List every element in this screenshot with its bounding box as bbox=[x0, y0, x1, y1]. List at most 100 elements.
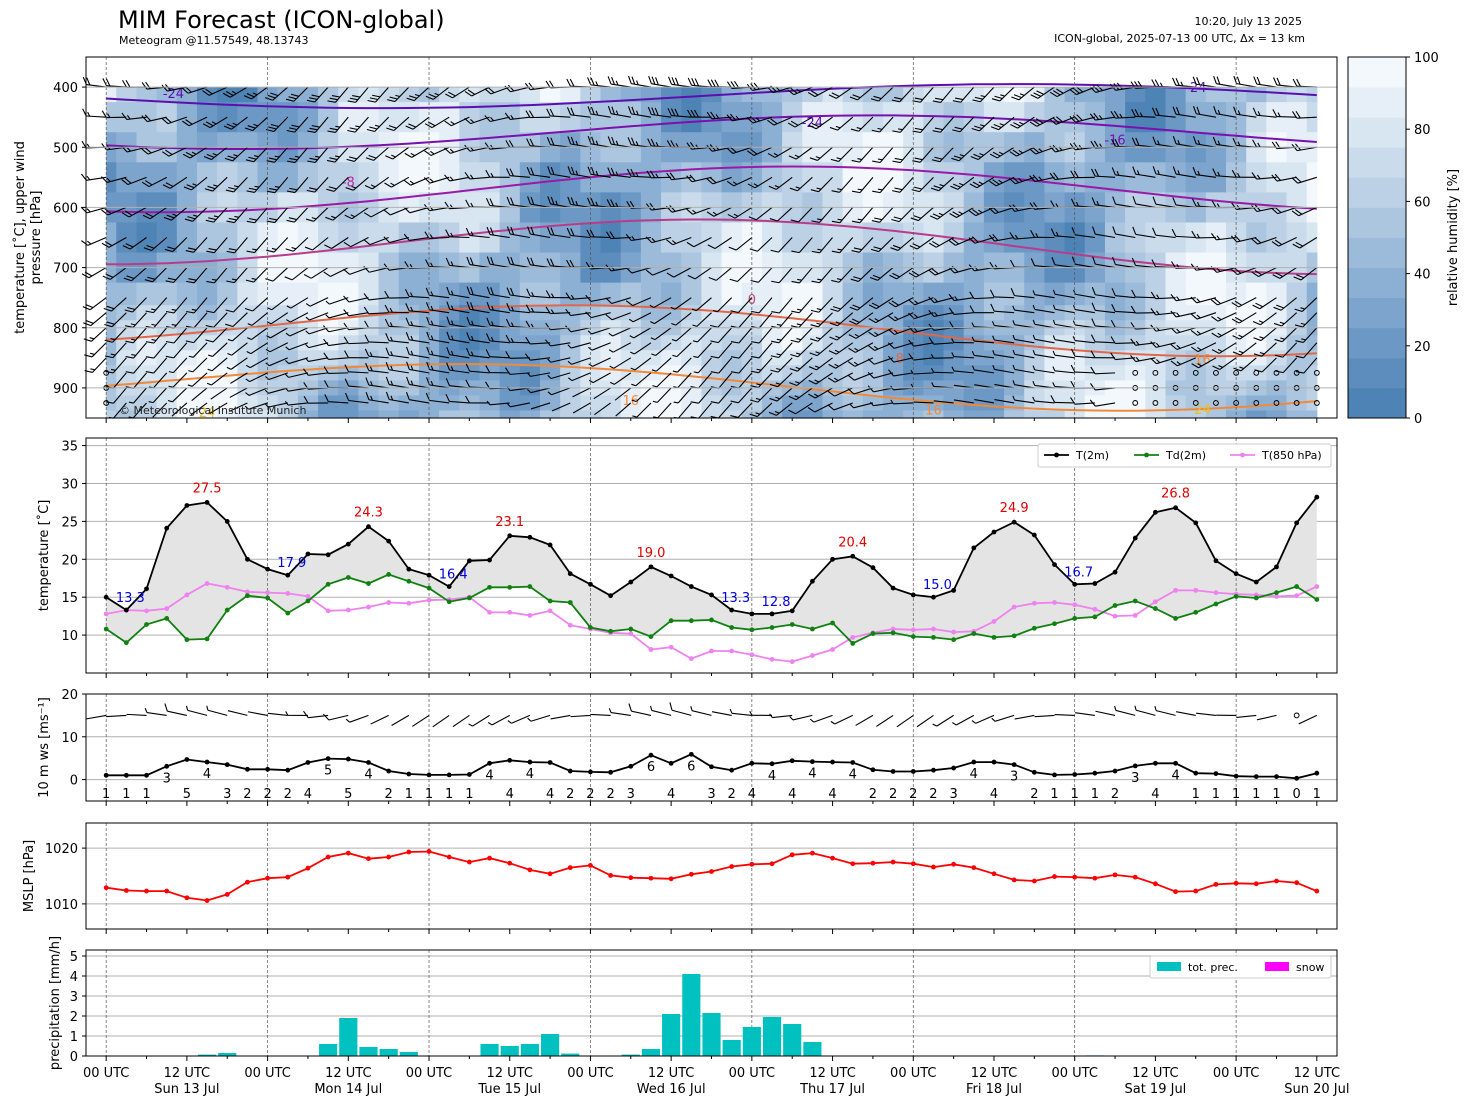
barb-half-feather bbox=[1154, 706, 1157, 711]
barb-feather bbox=[85, 320, 94, 324]
barb-half-feather bbox=[305, 343, 310, 349]
wind-speed-label: 3 bbox=[707, 787, 715, 802]
series-point bbox=[1031, 625, 1037, 631]
humidity-cell bbox=[136, 222, 158, 254]
upper-wind-barb bbox=[83, 327, 107, 342]
barb-feather bbox=[102, 275, 111, 280]
humidity-cell bbox=[116, 102, 138, 133]
barb-half-feather bbox=[144, 708, 148, 713]
humidity-cell bbox=[297, 222, 319, 254]
series-point bbox=[527, 584, 533, 589]
upper-wind-barb bbox=[208, 342, 228, 357]
upper-wind-barb bbox=[164, 237, 188, 253]
upper-wind-barb bbox=[266, 176, 289, 194]
humidity-cell bbox=[1205, 282, 1227, 306]
wind-speed-point bbox=[951, 765, 957, 771]
upper-wind-barb bbox=[205, 327, 228, 343]
upper-wind-barb bbox=[484, 115, 510, 123]
barb-feather bbox=[247, 125, 256, 129]
humidity-cell bbox=[378, 335, 400, 351]
barb-feather bbox=[124, 177, 132, 184]
humidity-cell bbox=[1104, 222, 1126, 254]
upper-wind-barb bbox=[103, 400, 110, 406]
humidity-cell bbox=[398, 395, 420, 412]
humidity-cell bbox=[782, 410, 803, 419]
upper-wind-barb bbox=[128, 387, 147, 404]
barb-feather bbox=[161, 117, 169, 125]
barb-feather bbox=[363, 212, 372, 218]
barb-shaft bbox=[113, 387, 127, 404]
barb-feather bbox=[486, 226, 491, 235]
barb-feather bbox=[404, 152, 413, 158]
series-point bbox=[910, 592, 916, 598]
humidity-cell bbox=[560, 282, 581, 306]
barb-shaft bbox=[86, 714, 107, 720]
barb-half-feather bbox=[131, 353, 136, 356]
barb-feather bbox=[306, 189, 315, 193]
upper-wind-barb bbox=[486, 256, 510, 269]
barb-feather bbox=[405, 391, 410, 400]
barb-feather bbox=[164, 703, 168, 712]
barb-feather bbox=[86, 77, 91, 86]
wind-speed-label: 4 bbox=[485, 768, 493, 783]
upper-wind-barb bbox=[1213, 75, 1237, 88]
barb-half-feather bbox=[227, 352, 232, 356]
barb-shaft bbox=[106, 714, 127, 718]
series-point bbox=[1153, 606, 1158, 611]
upper-wind-barb bbox=[103, 385, 110, 391]
upper-wind-barb bbox=[287, 146, 309, 164]
humidity-cell bbox=[358, 222, 380, 254]
upper-wind-barb bbox=[446, 316, 470, 329]
humidity-cell bbox=[1286, 410, 1308, 419]
humidity-cell bbox=[1306, 282, 1318, 306]
barb-feather bbox=[327, 100, 336, 103]
humidity-cell bbox=[761, 282, 783, 306]
barb-feather bbox=[425, 259, 430, 267]
temperature-ylabel: temperature [˚C] bbox=[36, 500, 52, 612]
barb-feather bbox=[628, 703, 632, 712]
barb-shaft bbox=[289, 342, 309, 351]
barb-feather bbox=[490, 287, 494, 296]
max-temp-label: 27.5 bbox=[193, 481, 222, 496]
barb-shaft bbox=[1115, 709, 1136, 716]
upper-wind-barb bbox=[144, 267, 168, 283]
wind-speed-point bbox=[507, 757, 513, 763]
barb-half-feather bbox=[128, 401, 134, 404]
legend-marker bbox=[1054, 452, 1059, 458]
barb-feather bbox=[707, 79, 713, 87]
series-point bbox=[224, 518, 230, 524]
surface-wind-barb bbox=[164, 703, 188, 716]
humidity-cell bbox=[1084, 102, 1106, 133]
humidity-cell bbox=[1205, 365, 1227, 381]
barb-half-feather bbox=[245, 392, 250, 396]
barb-feather bbox=[424, 150, 432, 156]
series-point bbox=[830, 647, 835, 652]
barb-feather bbox=[165, 149, 173, 156]
humidity-cell bbox=[106, 305, 117, 321]
upper-wind-barb bbox=[125, 342, 147, 359]
upper-wind-barb bbox=[303, 368, 329, 376]
upper-wind-barb bbox=[229, 402, 248, 412]
upper-wind-barb bbox=[284, 267, 309, 281]
humidity-cell bbox=[963, 365, 985, 381]
wind-speed-point bbox=[466, 772, 472, 777]
isotherm-line bbox=[106, 114, 1317, 150]
barb-feather bbox=[104, 208, 112, 215]
humidity-cell bbox=[237, 305, 259, 321]
humidity-cell bbox=[1044, 305, 1066, 321]
barb-feather bbox=[144, 180, 153, 186]
legend-label: T(850 hPa) bbox=[1261, 449, 1322, 462]
barb-feather bbox=[347, 100, 356, 103]
upper-wind-barb bbox=[304, 237, 329, 251]
series-point bbox=[1193, 520, 1199, 526]
barb-feather bbox=[510, 197, 515, 206]
barb-feather bbox=[205, 310, 215, 314]
barb-half-feather bbox=[172, 213, 178, 217]
barb-feather bbox=[466, 347, 471, 356]
barb-shaft bbox=[1034, 714, 1055, 718]
barb-feather bbox=[444, 147, 451, 154]
barb-feather bbox=[285, 248, 294, 252]
barb-shaft bbox=[187, 709, 208, 716]
upper-wind-barb bbox=[145, 342, 168, 359]
barb-shaft bbox=[249, 357, 268, 369]
